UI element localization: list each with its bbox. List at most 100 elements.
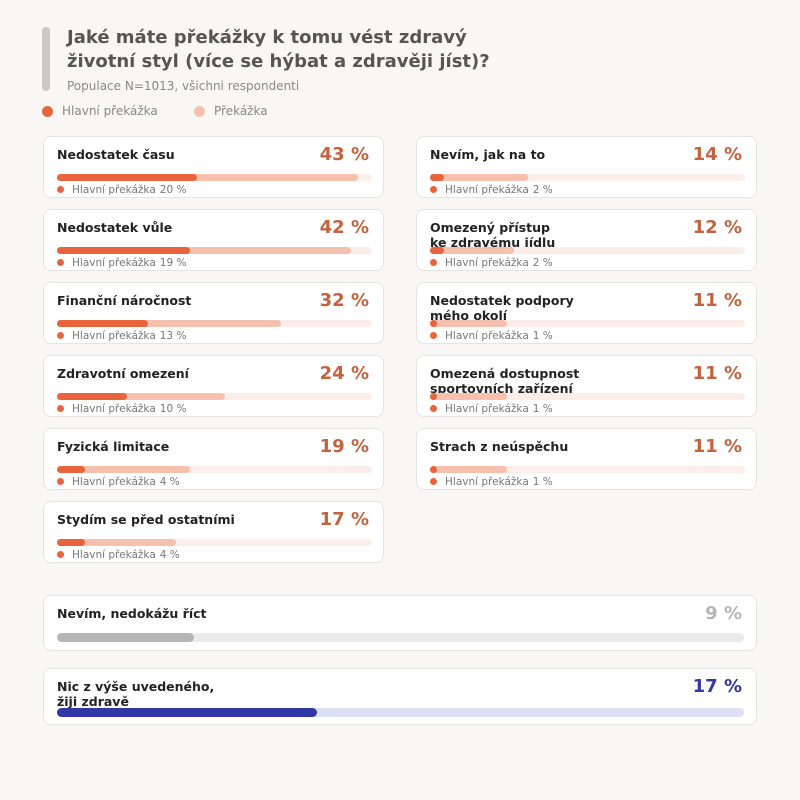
footnote-name: Hlavní překážka xyxy=(445,257,529,269)
bar xyxy=(430,466,437,473)
bar-track xyxy=(430,393,745,400)
category-label: Strach z neúspěchu xyxy=(430,439,569,454)
footnote: Hlavní překážka 20 % xyxy=(57,184,186,196)
footnote-value: 2 % xyxy=(532,184,553,196)
footnote-value: 10 % xyxy=(159,403,187,415)
footnote-name: Hlavní překážka xyxy=(445,476,529,488)
footnote-dot xyxy=(57,478,64,485)
footnote: Hlavní překážka 2 % xyxy=(430,257,553,269)
value-label: 24 % xyxy=(319,363,369,384)
footnote-value: 19 % xyxy=(159,257,187,269)
value-label: 42 % xyxy=(319,217,369,238)
category-label: Nedostatek vůle xyxy=(57,220,173,235)
bar xyxy=(57,247,351,254)
footnote: Hlavní překážka 19 % xyxy=(57,257,186,269)
value-label: 17 % xyxy=(319,509,369,530)
card: Nevím, jak na to 14 % Hlavní překážka 2 % xyxy=(416,136,757,198)
footnote-dot xyxy=(57,259,64,266)
footnote-value: 20 % xyxy=(159,184,187,196)
card: Nic z výše uvedeného, žiji zdravě 17 % xyxy=(43,668,757,725)
footnote: Hlavní překážka 4 % xyxy=(57,476,180,488)
bar xyxy=(57,393,127,400)
card: Nedostatek podpory mého okolí 11 % Hlavní … xyxy=(416,282,757,344)
category-label: Fyzická limitace xyxy=(57,439,170,454)
card: Zdravotní omezení 24 % Hlavní překážka 10 % xyxy=(43,355,384,417)
footnote-value: 13 % xyxy=(159,330,187,342)
footnote-name: Hlavní překážka xyxy=(445,330,529,342)
footnote-name: Hlavní překážka xyxy=(72,549,156,561)
value-label: 11 % xyxy=(692,436,742,457)
card: Stydím se před ostatními 17 % Hlavní překá… xyxy=(43,501,384,563)
category-label: Finanční náročnost xyxy=(57,293,192,308)
bar-track xyxy=(57,708,744,717)
value-label: 11 % xyxy=(692,290,742,311)
card: Omezená dostupnost sportovních zařízení 1… xyxy=(416,355,757,417)
footnote-name: Hlavní překážka xyxy=(72,257,156,269)
value-label: 17 % xyxy=(692,676,742,697)
footnote-value: 1 % xyxy=(532,403,553,415)
category-label: Zdravotní omezení xyxy=(57,366,189,381)
footnote-name: Hlavní překážka xyxy=(445,403,529,415)
footnote-name: Hlavní překážka xyxy=(72,330,156,342)
bar-track xyxy=(430,174,745,181)
value-label: 12 % xyxy=(692,217,742,238)
footnote-name: Hlavní překážka xyxy=(72,184,156,196)
legend-marker xyxy=(42,106,53,117)
footnote: Hlavní překážka 1 % xyxy=(430,403,553,415)
bar xyxy=(57,320,281,327)
subtitle: Populace N=1013, všichni respondenti xyxy=(67,79,300,93)
bar xyxy=(430,247,514,254)
bar xyxy=(430,174,528,181)
bar xyxy=(57,466,85,473)
title: Jaké máte překážky k tomu vést zdravý ži… xyxy=(67,27,490,72)
footnote-dot xyxy=(57,551,64,558)
category-label: Stydím se před ostatními xyxy=(57,512,235,527)
category-label: Nevím, nedokážu říct xyxy=(57,606,207,621)
category-label: Nic z výše uvedeného, žiji zdravě xyxy=(57,679,215,709)
card: Nevím, nedokážu říct 9 % xyxy=(43,595,757,651)
bar xyxy=(57,633,195,642)
bar xyxy=(57,539,85,546)
footnote-value: 4 % xyxy=(159,549,180,561)
category-label: Nedostatek času xyxy=(57,147,175,162)
bar xyxy=(57,174,358,181)
legend-marker xyxy=(194,106,205,117)
bar xyxy=(430,393,507,400)
footnote-dot xyxy=(57,405,64,412)
bar xyxy=(57,393,225,400)
value-label: 14 % xyxy=(692,144,742,165)
bar-track xyxy=(57,539,372,546)
footnote: Hlavní překážka 2 % xyxy=(430,184,553,196)
footnote-dot xyxy=(430,186,437,193)
bar xyxy=(57,247,190,254)
footnote-name: Hlavní překážka xyxy=(445,184,529,196)
category-label: Omezený přístup ke zdravému jídlu xyxy=(430,220,556,250)
footnote-dot xyxy=(430,405,437,412)
footnote-value: 4 % xyxy=(159,476,180,488)
value-label: 19 % xyxy=(319,436,369,457)
bar xyxy=(430,320,437,327)
title-accent xyxy=(42,27,50,91)
footnote: Hlavní překážka 1 % xyxy=(430,330,553,342)
bar xyxy=(430,393,437,400)
footnote-value: 1 % xyxy=(532,476,553,488)
bar xyxy=(57,320,148,327)
footnote-dot xyxy=(430,259,437,266)
footnote-value: 1 % xyxy=(532,330,553,342)
footnote-dot xyxy=(57,186,64,193)
footnote-value: 2 % xyxy=(532,257,553,269)
bar xyxy=(57,539,176,546)
bar xyxy=(430,247,444,254)
value-label: 9 % xyxy=(705,603,742,624)
card: Strach z neúspěchu 11 % Hlavní překážka 1 % xyxy=(416,428,757,490)
footnote: Hlavní překážka 10 % xyxy=(57,403,186,415)
value-label: 32 % xyxy=(319,290,369,311)
category-label: Omezená dostupnost sportovních zařízení xyxy=(430,366,580,396)
card: Nedostatek vůle 42 % Hlavní překážka 19 % xyxy=(43,209,384,271)
card: Finanční náročnost 32 % Hlavní překážka 13 … xyxy=(43,282,384,344)
bar-track xyxy=(57,633,744,642)
card: Omezený přístup ke zdravému jídlu 12 % Hla… xyxy=(416,209,757,271)
bar xyxy=(57,174,197,181)
footnote-dot xyxy=(57,332,64,339)
